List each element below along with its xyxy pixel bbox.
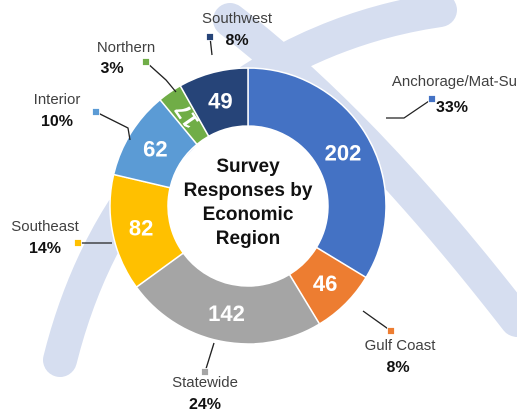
category-label: Anchorage/Mat-Su (392, 73, 517, 90)
category-label: Statewide (172, 374, 238, 391)
percent-label: 24% (189, 396, 221, 413)
value-label-southwest: 49 (208, 89, 232, 114)
category-label: Northern (97, 39, 155, 56)
leader-line (386, 98, 433, 119)
slice-statewide (135, 251, 321, 345)
value-label-anchorage-mat-su: 202 (325, 140, 362, 165)
category-labels: Anchorage/Mat-Su 33% Gulf Coast 8% Statewide… (11, 10, 517, 413)
center-title: Survey Responses by Economic Region (184, 156, 313, 249)
donut-slices (109, 67, 387, 345)
percent-label: 8% (225, 32, 248, 49)
value-label-southeast: 82 (129, 216, 153, 241)
percent-label: 33% (436, 99, 468, 116)
category-label: Southeast (11, 218, 79, 235)
legend-marker (74, 239, 82, 247)
title-line-3: Economic (203, 204, 294, 225)
value-label-statewide: 142 (208, 301, 245, 326)
percent-label: 8% (386, 359, 409, 376)
legend-marker (201, 368, 209, 376)
percent-label: 10% (41, 113, 73, 130)
leader-line (145, 61, 177, 93)
leader-line (362, 310, 392, 332)
value-label-gulf-coast: 46 (313, 271, 337, 296)
legend-marker (142, 58, 150, 66)
category-label: Southwest (202, 10, 273, 27)
slice-southwest (179, 67, 249, 138)
category-label: Interior (34, 91, 81, 108)
slice-anchorage-mat-su (247, 67, 387, 279)
legend-marker (428, 95, 436, 103)
title-line-1: Survey (216, 156, 280, 177)
legend-marker (387, 327, 395, 335)
legend-marker (206, 33, 214, 41)
value-label-interior: 62 (143, 137, 167, 162)
leader-line (95, 111, 131, 141)
title-line-2: Responses by (184, 180, 313, 201)
category-label: Gulf Coast (365, 337, 437, 354)
leader-lines (74, 33, 436, 376)
percent-label: 3% (100, 60, 123, 77)
legend-marker (92, 108, 100, 116)
leader-line (204, 342, 215, 373)
percent-label: 14% (29, 240, 61, 257)
title-line-4: Region (216, 228, 280, 249)
